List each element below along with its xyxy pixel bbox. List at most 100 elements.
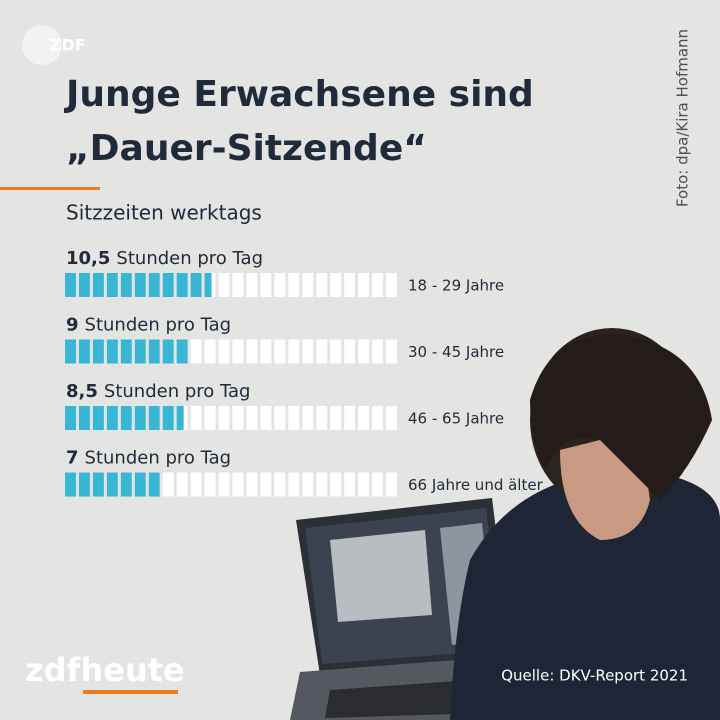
bar-segment bbox=[106, 273, 118, 297]
bar-track-segment bbox=[316, 472, 328, 497]
bar-track-segment bbox=[246, 339, 258, 364]
bar-segment bbox=[65, 406, 76, 430]
category-label: 18 - 29 Jahre bbox=[408, 277, 504, 295]
bar-track-segment bbox=[302, 273, 314, 297]
bar-track-segment bbox=[330, 273, 342, 297]
bar-track-segment bbox=[330, 406, 342, 430]
value-label: 7 Stunden pro Tag bbox=[66, 448, 231, 469]
bar-segment bbox=[176, 406, 184, 430]
bar-segment bbox=[92, 273, 104, 297]
bar-segment bbox=[204, 273, 212, 297]
bar-track-segment bbox=[218, 406, 230, 430]
bar-track-segment bbox=[358, 472, 370, 497]
bar-segment bbox=[148, 339, 160, 364]
bar-track-segment bbox=[288, 339, 300, 364]
bar-track-segment bbox=[302, 339, 314, 364]
title-line: „Dauer-Sitzende“ bbox=[66, 128, 427, 169]
bar-segment bbox=[134, 406, 146, 430]
bar-segment bbox=[176, 339, 188, 364]
value-label: 10,5 Stunden pro Tag bbox=[66, 248, 263, 269]
value-number: 7 bbox=[66, 448, 79, 469]
accent-line bbox=[0, 187, 100, 190]
bar-segment bbox=[106, 339, 118, 364]
bar-segment bbox=[148, 406, 160, 430]
bar-track-segment bbox=[316, 339, 328, 364]
bar-track-segment bbox=[274, 273, 286, 297]
bar-track-segment bbox=[260, 406, 272, 430]
bar-track-segment bbox=[288, 406, 300, 430]
bar-track-segment bbox=[344, 406, 356, 430]
photo-credit: Foto: dpa/Kira Hofmann bbox=[674, 29, 692, 207]
unit: Stunden pro Tag bbox=[85, 448, 232, 469]
bar-segment bbox=[78, 472, 90, 497]
bar-segment bbox=[148, 472, 160, 497]
bar-track-segment bbox=[274, 472, 286, 497]
bar-track-segment bbox=[232, 472, 244, 497]
brand-underline bbox=[83, 690, 178, 694]
bar-segment bbox=[162, 406, 174, 430]
bar-track-segment bbox=[260, 472, 272, 497]
category-label: 66 Jahre und älter bbox=[408, 476, 544, 494]
bar-track-segment bbox=[358, 273, 370, 297]
unit: Stunden pro Tag bbox=[85, 315, 232, 336]
bar bbox=[65, 406, 184, 430]
bar-track-segment bbox=[260, 339, 272, 364]
bar-segment bbox=[120, 406, 132, 430]
bar-track-segment bbox=[232, 406, 244, 430]
bar-track-segment bbox=[204, 472, 216, 497]
bar-segment bbox=[162, 339, 174, 364]
bar bbox=[65, 472, 160, 497]
bar-track-segment bbox=[358, 339, 370, 364]
bar-track-segment bbox=[246, 273, 258, 297]
bar-segment bbox=[176, 273, 188, 297]
bar-track-segment bbox=[218, 273, 230, 297]
bar-segment bbox=[120, 472, 132, 497]
bar-segment bbox=[92, 406, 104, 430]
bar-track-segment bbox=[232, 339, 244, 364]
value-label: 8,5 Stunden pro Tag bbox=[66, 381, 250, 402]
bar-track-segment bbox=[246, 406, 258, 430]
bar-track-segment bbox=[190, 339, 202, 364]
bar-track-segment bbox=[190, 406, 202, 430]
bar-track-segment bbox=[302, 406, 314, 430]
bar-track-segment bbox=[358, 406, 370, 430]
bar-track-segment bbox=[344, 273, 356, 297]
bar bbox=[65, 339, 188, 364]
brand-heute: heute bbox=[80, 651, 184, 689]
bar-segment bbox=[65, 339, 76, 364]
bar-track-segment bbox=[386, 406, 397, 430]
logo: ZDF bbox=[50, 36, 86, 55]
bar-track-segment bbox=[190, 472, 202, 497]
bar-segment bbox=[190, 273, 202, 297]
bar-segment bbox=[78, 339, 90, 364]
bar-segment bbox=[120, 339, 132, 364]
bar-track-segment bbox=[344, 472, 356, 497]
bar-segment bbox=[78, 406, 90, 430]
bar-segment bbox=[78, 273, 90, 297]
bar-track-segment bbox=[246, 472, 258, 497]
bar-track-segment bbox=[274, 339, 286, 364]
bar-track-segment bbox=[218, 339, 230, 364]
category-label: 30 - 45 Jahre bbox=[408, 343, 504, 361]
photo bbox=[290, 328, 720, 720]
bar-segment bbox=[134, 339, 146, 364]
value-label: 9 Stunden pro Tag bbox=[66, 315, 231, 336]
bar-track-segment bbox=[232, 273, 244, 297]
value-number: 9 bbox=[66, 315, 79, 336]
bar-track-segment bbox=[316, 406, 328, 430]
subtitle: Sitzzeiten werktags bbox=[66, 201, 262, 225]
title-line: Junge Erwachsene sind bbox=[63, 74, 534, 115]
source: Quelle: DKV-Report 2021 bbox=[501, 667, 688, 685]
bar-segment bbox=[106, 406, 118, 430]
bar-track-segment bbox=[302, 472, 314, 497]
bar-track-segment bbox=[162, 472, 174, 497]
bar-segment bbox=[65, 472, 76, 497]
logo-circle bbox=[22, 25, 62, 65]
value-number: 8,5 bbox=[66, 381, 98, 402]
bar-track-segment bbox=[274, 406, 286, 430]
bar-segment bbox=[92, 472, 104, 497]
bar-track-segment bbox=[218, 472, 230, 497]
bar-track-segment bbox=[372, 339, 384, 364]
bar-track-segment bbox=[204, 339, 216, 364]
